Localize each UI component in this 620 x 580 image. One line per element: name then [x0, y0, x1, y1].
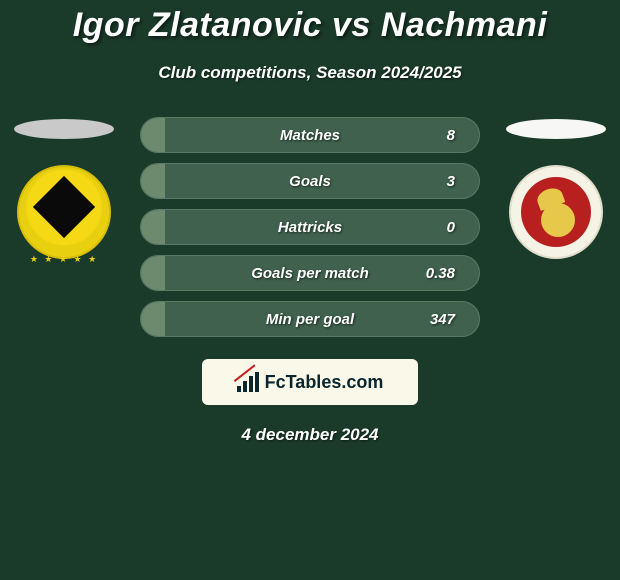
left-club-badge-icon: ★ ★ ★ ★ ★	[17, 165, 111, 259]
stat-value: 0	[447, 219, 455, 236]
stat-label: Goals per match	[251, 265, 369, 282]
stats-column: Matches 8 Goals 3 Hattricks 0 Goals per …	[140, 117, 480, 337]
stat-label: Min per goal	[266, 311, 354, 328]
right-player-col	[506, 117, 606, 259]
page-subtitle: Club competitions, Season 2024/2025	[0, 63, 620, 83]
date-text: 4 december 2024	[0, 425, 620, 445]
source-logo-text: FcTables.com	[265, 372, 384, 393]
stat-row-min-per-goal: Min per goal 347	[140, 301, 480, 337]
source-logo: FcTables.com	[202, 359, 418, 405]
comparison-card: Igor Zlatanovic vs Nachmani Club competi…	[0, 0, 620, 445]
stat-row-hattricks: Hattricks 0	[140, 209, 480, 245]
page-title: Igor Zlatanovic vs Nachmani	[0, 6, 620, 45]
stat-label: Matches	[280, 127, 340, 144]
stat-label: Hattricks	[278, 219, 342, 236]
stat-value: 8	[447, 127, 455, 144]
stat-value: 347	[430, 311, 455, 328]
stat-fill	[141, 164, 165, 198]
stat-value: 3	[447, 173, 455, 190]
stat-row-goals-per-match: Goals per match 0.38	[140, 255, 480, 291]
chart-icon	[237, 372, 259, 392]
left-player-col: ★ ★ ★ ★ ★	[14, 117, 114, 259]
stat-row-matches: Matches 8	[140, 117, 480, 153]
stat-fill	[141, 210, 165, 244]
right-club-badge-icon	[509, 165, 603, 259]
left-club-stars-icon: ★ ★ ★ ★ ★	[30, 254, 98, 265]
left-player-oval	[14, 119, 114, 139]
stat-label: Goals	[289, 173, 331, 190]
right-club-inner-icon	[521, 177, 591, 247]
stat-fill	[141, 256, 165, 290]
right-player-oval	[506, 119, 606, 139]
stat-fill	[141, 118, 165, 152]
stat-fill	[141, 302, 165, 336]
stat-row-goals: Goals 3	[140, 163, 480, 199]
main-row: ★ ★ ★ ★ ★ Matches 8 Goals 3 Hattricks 0 …	[0, 117, 620, 337]
stat-value: 0.38	[426, 265, 455, 282]
